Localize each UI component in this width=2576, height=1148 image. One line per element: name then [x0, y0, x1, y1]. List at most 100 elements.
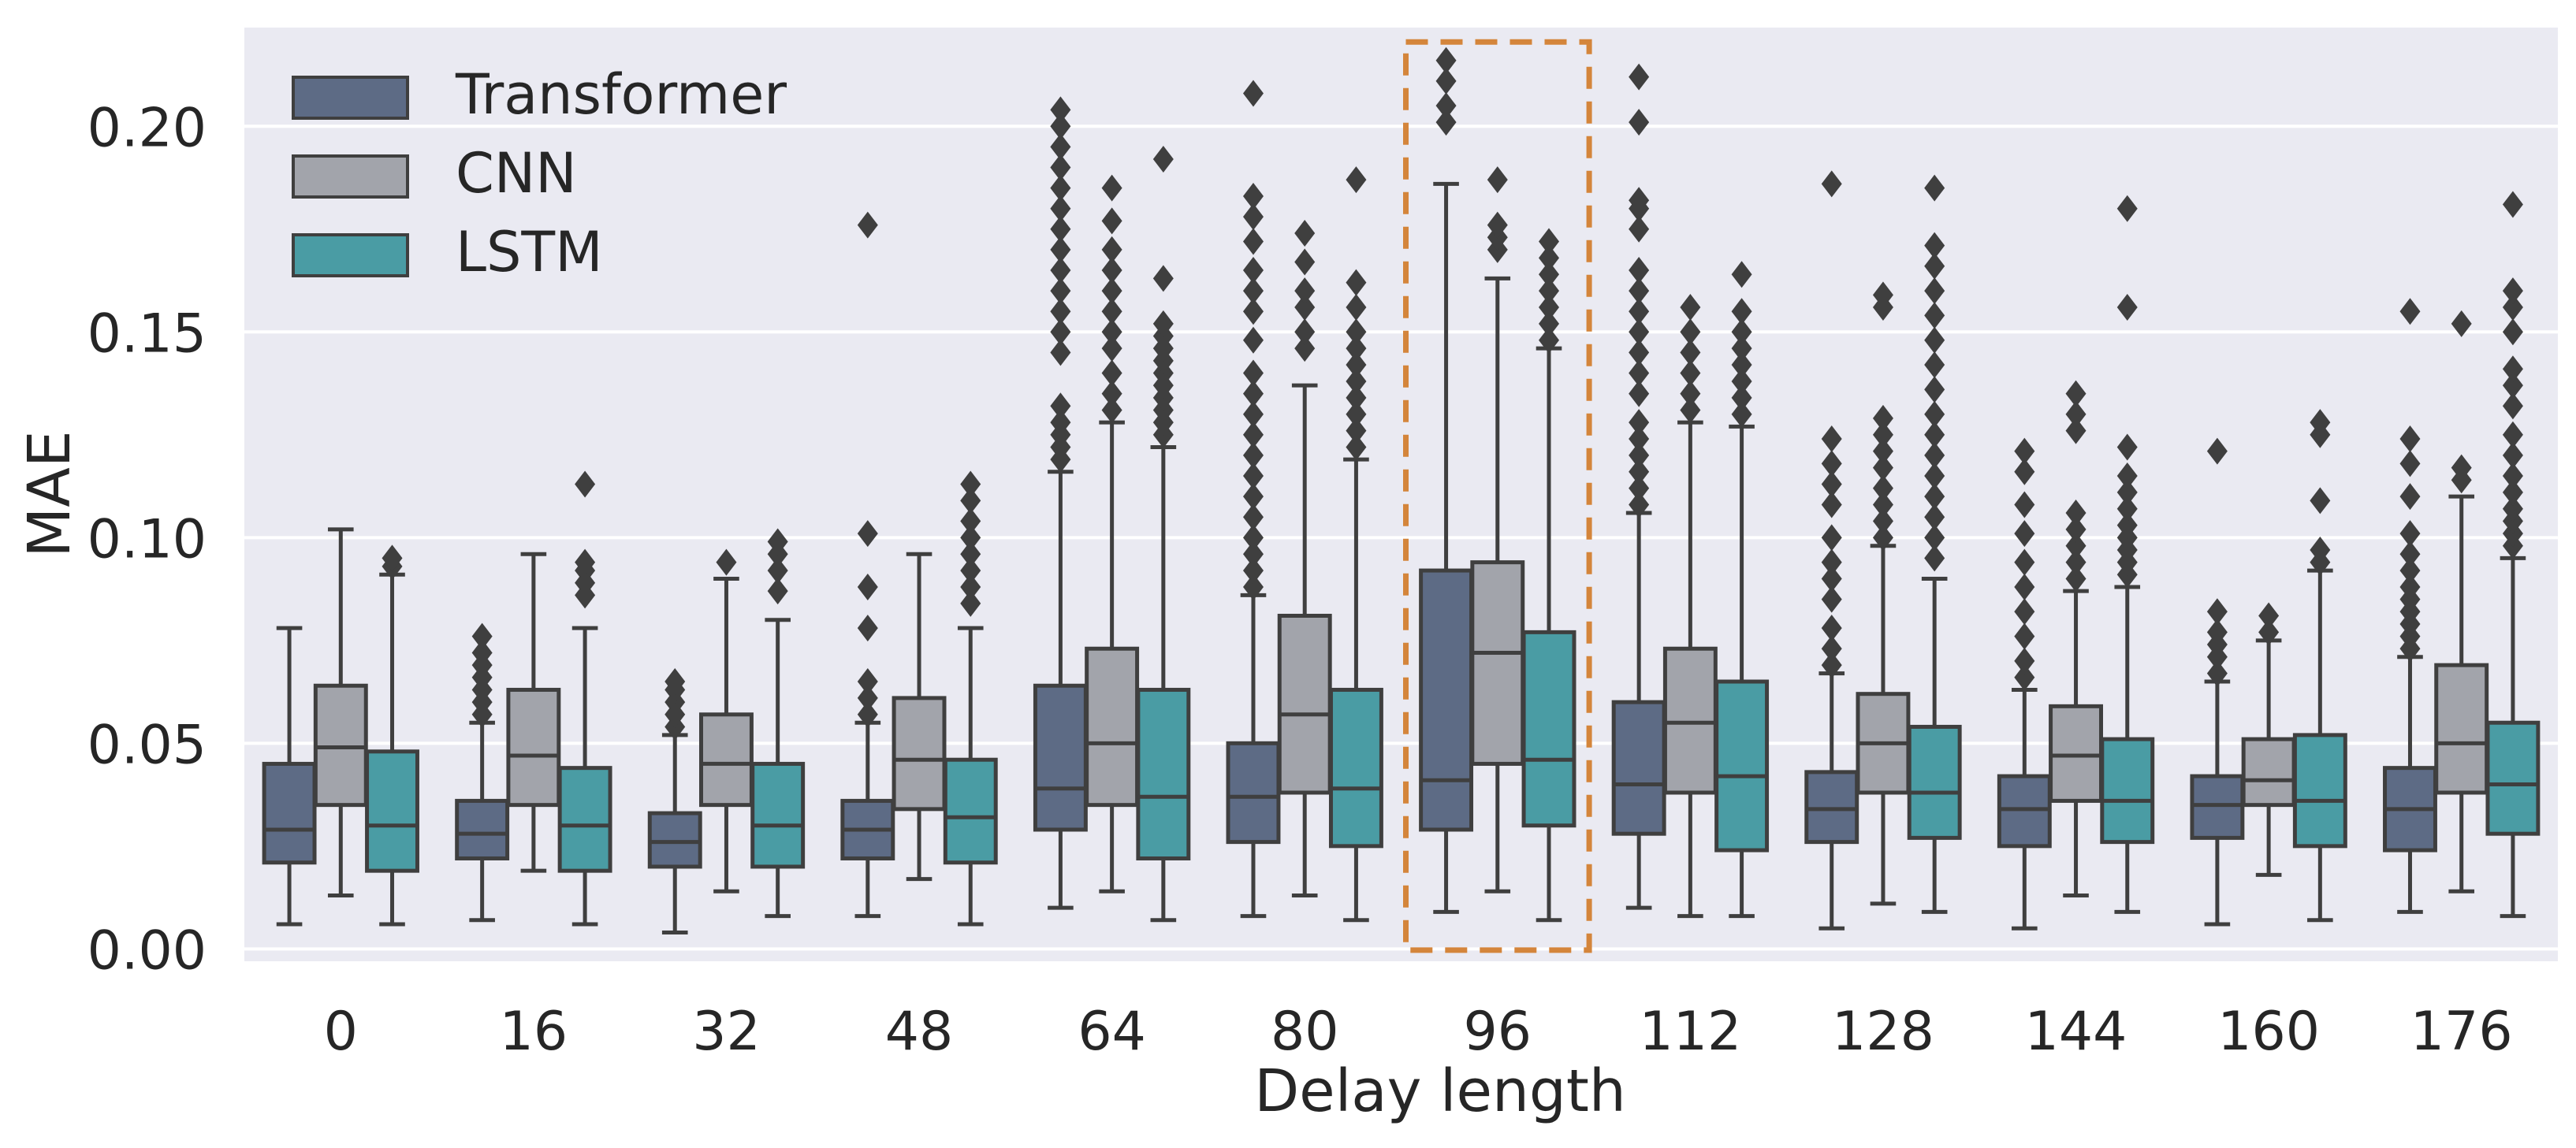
outlier-point — [1924, 400, 1945, 428]
outlier-point — [1101, 277, 1122, 305]
outlier-point — [1242, 557, 1264, 585]
outlier-point — [1050, 215, 1071, 243]
outlier-point — [2399, 483, 2421, 511]
outlier-point — [1821, 635, 1842, 663]
outlier-point — [1050, 195, 1071, 222]
outlier-point — [1539, 326, 1560, 354]
legend: Transformer CNN LSTM — [292, 62, 787, 284]
box-transformer-96 — [1419, 46, 1474, 914]
box-iqr — [262, 761, 317, 865]
x-tick-label: 128 — [1832, 1001, 1934, 1063]
outlier-point — [1152, 146, 1174, 173]
outlier-point — [1872, 404, 1893, 432]
outlier-point — [2065, 400, 2086, 428]
outlier-point — [2451, 310, 2472, 337]
outlier-point — [1050, 96, 1071, 124]
box-iqr — [1521, 630, 1576, 828]
outlier-point — [1242, 573, 1264, 600]
box-iqr — [1328, 687, 1383, 849]
outlier-point — [1924, 174, 1945, 202]
outlier-point — [1152, 265, 1174, 292]
box-iqr — [1033, 683, 1088, 832]
x-tick-label: 0 — [324, 1001, 358, 1063]
box-lstm-0 — [365, 544, 419, 927]
outlier-point — [1101, 359, 1122, 387]
outlier-point — [1294, 277, 1316, 305]
outlier-point — [471, 639, 493, 667]
outlier-point — [857, 684, 878, 711]
outlier-point — [1924, 351, 1945, 379]
x-axis-label: Delay length — [1254, 1057, 1626, 1125]
outlier-point — [1821, 470, 1842, 498]
outlier-point — [1242, 380, 1264, 407]
outlier-point — [2116, 511, 2138, 539]
outlier-point — [857, 668, 878, 696]
outlier-point — [1629, 215, 1650, 243]
box-lstm-16 — [557, 470, 612, 927]
outlier-point — [1872, 491, 1893, 518]
outlier-point — [1050, 154, 1071, 181]
outlier-point — [767, 557, 788, 585]
outlier-point — [1101, 256, 1122, 284]
box-transformer-80 — [1226, 80, 1281, 919]
box-iqr — [1804, 770, 1859, 845]
x-tick-label: 176 — [2410, 1001, 2513, 1063]
outlier-point — [1872, 507, 1893, 535]
box-iqr — [943, 757, 998, 865]
outlier-point — [1924, 277, 1945, 305]
outlier-point — [2065, 417, 2086, 444]
outlier-point — [1629, 339, 1650, 366]
outlier-point — [1731, 367, 1752, 395]
outlier-point — [1731, 261, 1752, 288]
outlier-point — [1539, 277, 1560, 305]
grid-lines — [244, 124, 2558, 951]
box-lstm-144 — [2100, 195, 2155, 914]
x-tick-label: 96 — [1464, 1001, 1532, 1063]
legend-swatch-transformer — [292, 76, 409, 120]
outlier-point — [1294, 293, 1316, 321]
outlier-point — [2116, 293, 2138, 321]
outlier-point — [2065, 515, 2086, 543]
outlier-point — [2206, 619, 2228, 646]
outlier-point — [2502, 372, 2523, 399]
outlier-point — [1101, 396, 1122, 424]
x-tick-label: 32 — [692, 1001, 761, 1063]
outlier-point — [960, 524, 981, 552]
outlier-point — [1539, 293, 1560, 321]
box-cnn-0 — [313, 527, 368, 897]
outlier-point — [2310, 409, 2331, 437]
outlier-point — [1101, 236, 1122, 263]
outlier-point — [2206, 598, 2228, 626]
outlier-point — [1731, 351, 1752, 379]
outlier-point — [1294, 335, 1316, 362]
box-iqr — [455, 798, 510, 860]
outlier-point — [1629, 409, 1650, 437]
legend-label-lstm: LSTM — [456, 220, 603, 284]
outlier-point — [1539, 244, 1560, 272]
outlier-point — [1731, 298, 1752, 325]
outlier-point — [2399, 298, 2421, 325]
box-lstm-80 — [1328, 166, 1383, 923]
box-lstm-176 — [2485, 191, 2541, 919]
box-cnn-80 — [1277, 220, 1332, 897]
outlier-point — [1924, 463, 1945, 490]
outlier-point — [2399, 541, 2421, 568]
outlier-point — [1924, 232, 1945, 259]
outlier-point — [1629, 474, 1650, 502]
outlier-point — [1242, 228, 1264, 255]
box-cnn-96 — [1470, 166, 1525, 894]
outlier-point — [575, 548, 596, 576]
box-cnn-64 — [1085, 174, 1140, 894]
outlier-point — [2065, 380, 2086, 407]
outlier-point — [1680, 339, 1701, 366]
box-transformer-0 — [262, 626, 317, 927]
box-cnn-112 — [1662, 293, 1718, 919]
outlier-point — [471, 622, 493, 650]
outlier-point — [2399, 520, 2421, 548]
outlier-point — [1629, 458, 1650, 485]
box-iqr — [2241, 737, 2296, 808]
outlier-point — [2116, 195, 2138, 222]
box-transformer-32 — [647, 668, 702, 934]
outlier-point — [1242, 326, 1264, 354]
outlier-point — [1242, 421, 1264, 448]
